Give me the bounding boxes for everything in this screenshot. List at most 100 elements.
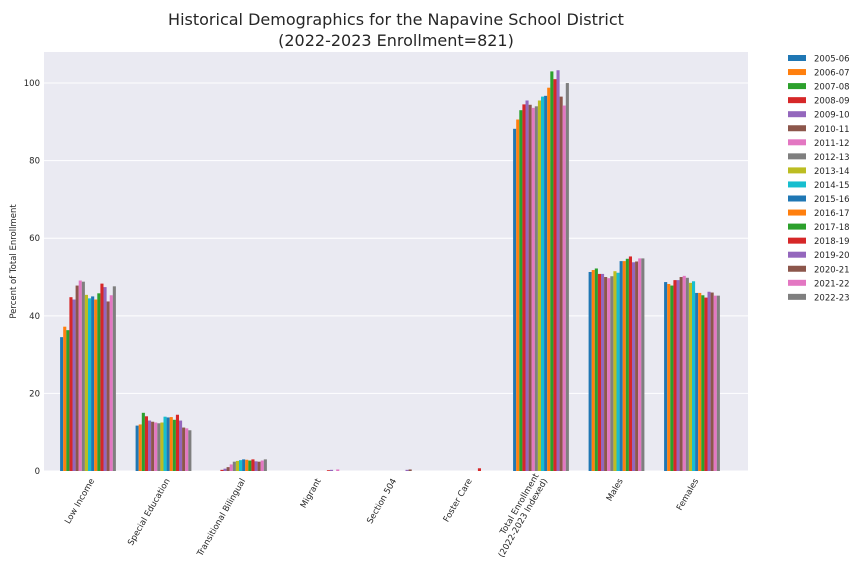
bar [519,110,523,471]
bar [559,96,563,472]
legend-swatch [788,111,806,118]
bars [60,70,720,472]
x-tick-label-line: Section 504 [365,477,399,526]
bar [516,119,520,471]
bar [405,469,409,471]
y-tick-label: 80 [29,157,40,167]
bar [235,460,239,471]
legend-label: 2005-06 [814,55,850,65]
bar [257,461,261,471]
bar [106,301,110,471]
bar [263,459,267,471]
bar [84,294,88,471]
bar [330,469,334,471]
legend-swatch [788,251,806,258]
legend-label: 2007-08 [814,83,850,93]
bar [713,295,717,471]
bar [166,417,170,471]
bar [607,278,611,471]
bar [66,330,70,471]
bar [679,277,683,471]
bar [100,283,104,471]
bar [673,280,677,471]
bar [408,469,412,471]
legend-label: 2014-15 [814,181,850,191]
x-tick-labels: Low Income Special Education Transitional … [63,471,701,559]
bar [695,292,699,471]
legend-swatch [788,139,806,146]
bar [601,273,605,471]
bar [544,95,548,471]
bar [638,258,642,471]
bar [613,271,617,471]
bar [591,270,595,471]
bar [242,459,246,471]
bar [144,416,148,471]
y-tick-label: 100 [24,79,40,89]
bar [112,286,116,471]
bar [528,104,532,471]
legend-label: 2018-19 [814,237,850,247]
bar [97,293,101,471]
legend-swatch [788,279,806,286]
legend-label: 2006-07 [814,69,850,79]
bar [94,299,98,471]
x-tick-label-line: Special Education [126,477,172,548]
bar [63,326,67,471]
bar [72,299,76,471]
chart-title-line2: (2022-2023 Enrollment=821) [278,31,514,50]
bar [81,281,85,471]
x-tick-label: Males [605,477,626,504]
bar [594,268,598,471]
x-tick-label-line: Foster Care [442,477,475,524]
bar [622,261,626,471]
y-tick-labels: 0 20 40 60 80 100 [24,79,40,477]
bar [641,258,645,471]
bar [670,285,674,471]
bar [154,422,158,471]
x-tick-label-line: Males [605,477,626,504]
y-tick-label: 40 [29,312,40,322]
bar [175,414,179,471]
bar [525,100,529,472]
bar [628,256,632,471]
x-tick-label: Transitional Bilingual [195,477,248,559]
bar [597,273,601,471]
bar [148,420,152,471]
legend: 2005-06 2006-07 2007-08 2008-09 2009-10 2010-… [788,55,850,303]
y-tick-label: 20 [29,389,40,399]
bar [513,128,517,472]
y-axis-label: Percent of Total Enrollment [9,204,19,319]
bar [182,427,186,471]
bar [698,292,702,471]
bar [109,295,113,471]
bar [135,425,139,471]
bar [632,262,636,471]
bar [226,467,230,471]
legend-label: 2012-13 [814,153,850,163]
x-tick-label: Migrant [299,476,324,510]
bar [531,107,535,471]
bar [556,70,560,472]
x-tick-label: Females [675,477,702,513]
bar [160,422,164,471]
x-tick-label-line: Females [675,477,702,513]
bar [169,417,173,471]
bar [685,277,689,471]
bar [220,469,224,471]
legend-label: 2019-20 [814,251,850,261]
bar [88,298,92,471]
bar [704,297,708,471]
legend-swatch [788,293,806,300]
legend-swatch [788,69,806,76]
legend-swatch [788,97,806,104]
chart-title-line1: Historical Demographics for the Napavine… [168,10,624,29]
legend-swatch [788,195,806,202]
x-tick-label-line: Migrant [299,476,324,510]
bar [625,258,629,471]
legend-label: 2022-23 [814,293,850,303]
bar [616,272,620,471]
bar [229,464,233,471]
bar [534,106,538,471]
bar [151,421,155,471]
